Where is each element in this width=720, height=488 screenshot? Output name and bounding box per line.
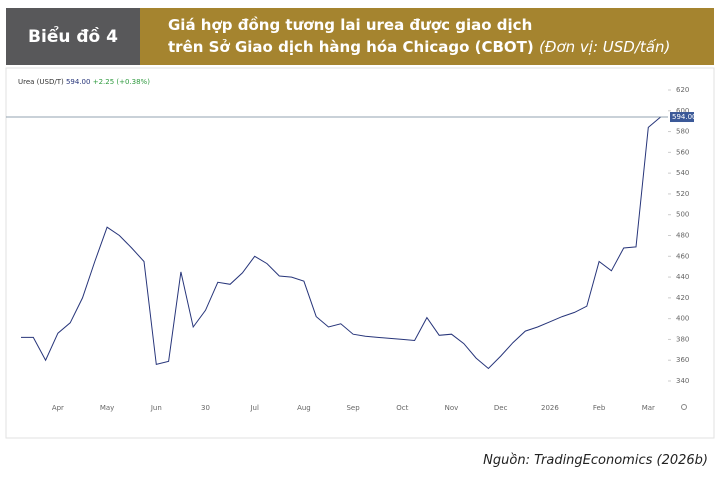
y-tick-label: 460: [676, 252, 689, 260]
y-tick-label: 500: [676, 211, 689, 219]
x-tick-label: 2026: [541, 404, 559, 412]
x-tick-label: Aug: [297, 404, 311, 412]
title-text: trên Sở Giao dịch hàng hóa Chicago (CBOT…: [168, 38, 534, 56]
y-tick-label: 520: [676, 190, 689, 198]
x-tick-label: Nov: [445, 404, 459, 412]
x-tick-label: 30: [201, 404, 210, 412]
x-tick-label: Apr: [52, 404, 64, 412]
price-line: [21, 116, 661, 370]
y-tick-label: 420: [676, 294, 689, 302]
y-tick-label: 560: [676, 148, 689, 156]
y-tick-label: 540: [676, 169, 689, 177]
y-tick-label: 480: [676, 232, 689, 240]
title-line: Giá hợp đồng tương lai urea được giao dị…: [168, 16, 533, 34]
y-tick-label: 400: [676, 315, 689, 323]
x-tick-label: Mar: [642, 404, 655, 412]
x-tick-label: Feb: [593, 404, 606, 412]
x-tick-label: Jun: [150, 404, 162, 412]
x-tick-label: Oct: [396, 404, 408, 412]
last-price-box: [670, 112, 694, 123]
y-tick-label: 580: [676, 128, 689, 136]
unit: (Đơn vị: USD/tấn): [539, 38, 671, 56]
source: Nguồn: TradingEconomics (2026b): [483, 453, 708, 468]
legend-text: +2.25 (+0.38%): [93, 78, 151, 86]
chart-heading: Giá hợp đồng tương lai urea được giao dị…: [140, 8, 714, 65]
settings-icon: [681, 404, 687, 410]
chart-frame: [5, 67, 715, 439]
y-tick-label: 380: [676, 335, 689, 343]
x-tick-label: Sep: [346, 404, 360, 412]
legend: Urea (USD/T) 594.00 +2.25 (+0.38%): [18, 78, 150, 86]
y-tick-label: 440: [676, 273, 689, 281]
legend-text: Urea (USD/T): [18, 78, 64, 86]
x-tick-label: May: [100, 404, 114, 412]
y-tick-label: 340: [676, 377, 689, 385]
x-tick-label: Jul: [249, 404, 259, 412]
legend-text: 594.00: [66, 78, 91, 86]
last-price-label: 594.00: [672, 113, 697, 121]
y-tick-label: 600: [676, 107, 689, 115]
chart-number: Biểu đồ 4: [6, 8, 140, 65]
y-tick-label: 360: [676, 356, 689, 364]
y-tick-label: 620: [676, 86, 689, 94]
x-tick-label: Dec: [494, 404, 508, 412]
title-line: trên Sở Giao dịch hàng hóa Chicago (CBOT…: [168, 36, 714, 58]
